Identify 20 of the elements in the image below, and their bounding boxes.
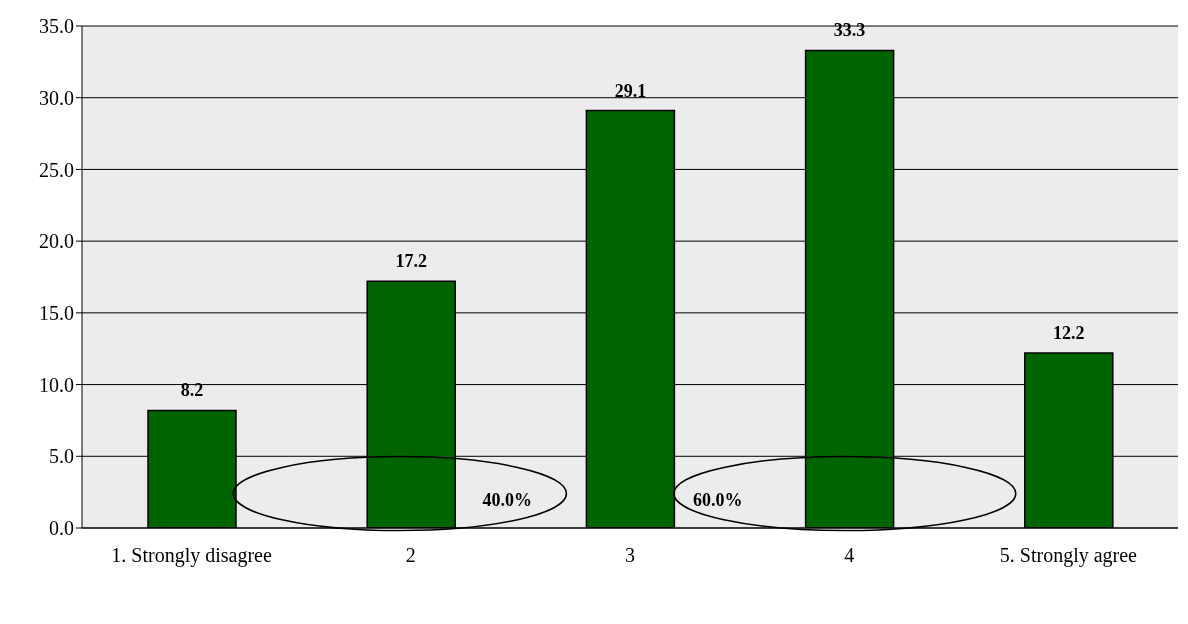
data-label: 8.2 xyxy=(180,380,204,401)
y-tick-label: 20.0 xyxy=(39,230,74,253)
y-tick-label: 35.0 xyxy=(39,15,74,38)
y-tick-label: 25.0 xyxy=(39,158,74,181)
annotation: 40.0% xyxy=(482,490,532,511)
x-tick-label: 3 xyxy=(625,544,635,567)
y-tick-label: 0.0 xyxy=(49,517,74,540)
y-tick-label: 15.0 xyxy=(39,301,74,324)
annotation: 60.0% xyxy=(692,490,743,511)
x-tick-label: 4 xyxy=(844,544,855,567)
data-label: 29.1 xyxy=(614,80,647,101)
y-tick-label: 30.0 xyxy=(39,86,74,109)
x-tick-label: 1. Strongly disagree xyxy=(111,544,272,568)
y-tick-label: 5.0 xyxy=(49,445,74,468)
data-label: 33.3 xyxy=(833,20,866,41)
data-label: 12.2 xyxy=(1053,323,1085,344)
data-label: 17.2 xyxy=(395,251,427,272)
x-tick-label: 2 xyxy=(405,544,416,567)
y-tick-label: 10.0 xyxy=(39,373,74,396)
x-tick-label: 5. Strongly agree xyxy=(999,544,1138,568)
